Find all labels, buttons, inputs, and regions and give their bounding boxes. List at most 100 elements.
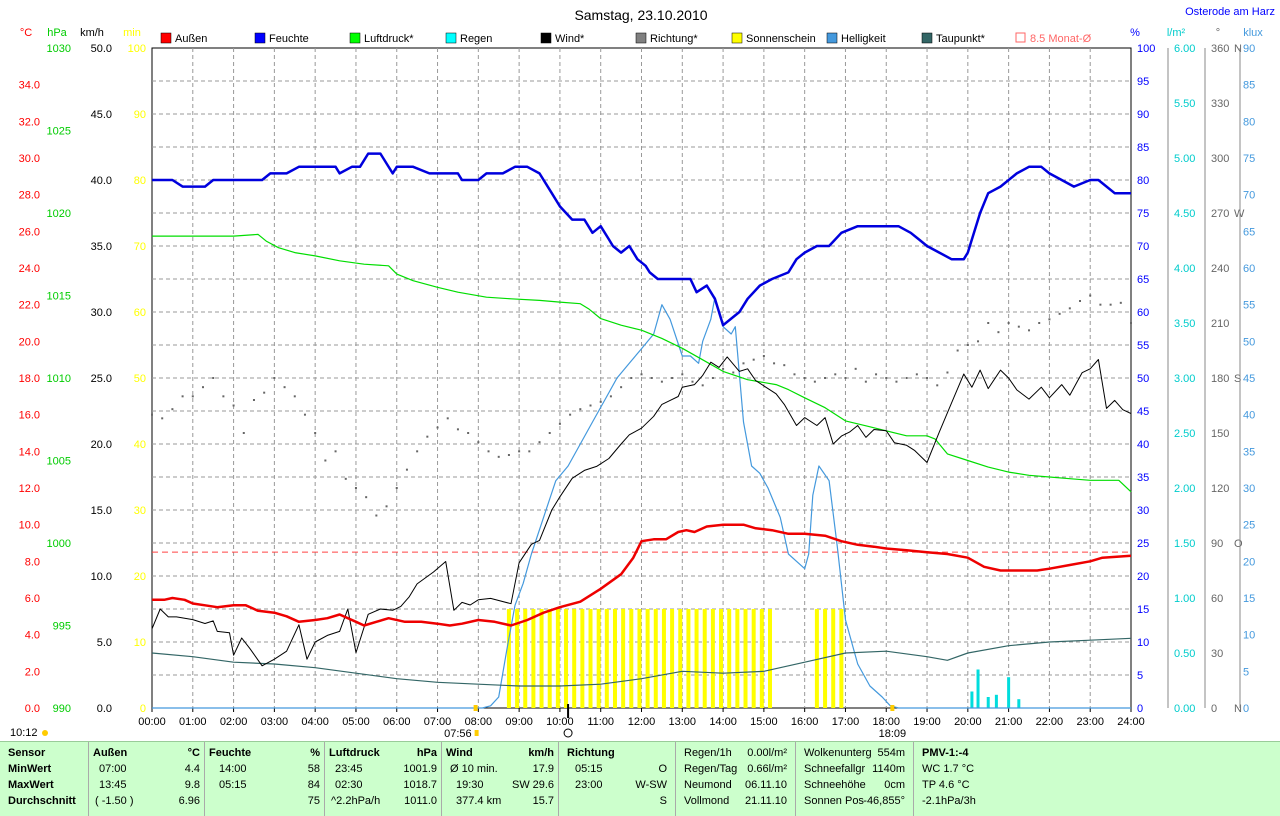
aussen-min-time: 07:00 [99, 763, 127, 775]
axis-tick-label: 6.00 [1174, 43, 1195, 55]
legend-swatch [1015, 32, 1026, 43]
regen-column: Regen/1h 0.00l/m² Regen/Tag 0.66l/m² Neumo… [676, 742, 796, 816]
axis-tick-label: 210 [1211, 318, 1229, 330]
axis-tick-label: 40 [1243, 410, 1255, 422]
sunshine-bar [727, 609, 732, 708]
x-tick-label: 20:00 [954, 716, 982, 728]
axis-tick-label: 1.00 [1174, 593, 1195, 605]
direction-point [334, 450, 337, 453]
axis-tick-label: 5 [1243, 666, 1249, 678]
axis-tick-label: 15.0 [91, 505, 112, 517]
direction-point [518, 450, 521, 453]
wind-max-time: 19:30 [456, 779, 484, 791]
direction-point [905, 377, 908, 379]
direction-point [650, 377, 653, 379]
direction-point [446, 417, 449, 420]
sunshine-bar [686, 609, 691, 708]
axis-tick-label: 40 [1137, 439, 1149, 451]
axis-tick-label: 150 [1211, 428, 1229, 440]
axis-tick-label: 70 [1137, 241, 1149, 253]
schneehoehe-label: Schneehöhe [804, 779, 866, 791]
sunshine-bar [743, 609, 748, 708]
direction-point [630, 377, 633, 379]
axis-tick-label: 8.0 [25, 556, 40, 568]
direction-point [660, 380, 663, 383]
direction-point [1079, 300, 1082, 302]
sunrise-marker [473, 705, 478, 711]
sensor-column: Sensor MinWert MaxWert Durchschnitt [0, 742, 89, 816]
axis-tick-label: 50 [1137, 373, 1149, 385]
axis-tick-label: 65 [1243, 226, 1255, 238]
avg-label: Durchschnitt [8, 795, 76, 807]
direction-point [1099, 303, 1102, 306]
direction-point [569, 413, 572, 416]
axis-tick-label: 32.0 [19, 116, 40, 128]
axis-tick-label: 10.0 [19, 520, 40, 532]
direction-point [813, 380, 816, 383]
x-tick-label: 09:00 [505, 716, 533, 728]
axis-tick-label: 180 [1211, 373, 1229, 385]
pmv-label: PMV-1:-4 [922, 747, 969, 759]
axis-unit-label: ° [1216, 27, 1220, 39]
axis-tick-label: 35 [1137, 472, 1149, 484]
axis-tick-label: 28.0 [19, 190, 40, 202]
sunshine-bar [515, 609, 520, 708]
axis-tick-label: 1.50 [1174, 538, 1195, 550]
axis-tick-label: 70 [134, 241, 146, 253]
x-tick-label: 12:00 [628, 716, 656, 728]
axis-tick-label: 3.50 [1174, 318, 1195, 330]
axis-tick-label: 1015 [47, 291, 71, 303]
feuchte-unit: % [310, 747, 320, 759]
direction-point [875, 373, 878, 376]
axis-compass-label: S [1234, 373, 1241, 385]
direction-point [711, 377, 714, 379]
axis-tick-label: 45.0 [91, 109, 112, 121]
axis-tick-label: 80 [1243, 116, 1255, 128]
direction-point [252, 399, 255, 401]
axis-tick-label: 1000 [47, 538, 71, 550]
sunshine-bar [506, 609, 511, 708]
weather-chart: Samstag, 23.10.2010 Osterode am Harz Außen… [10, 6, 1275, 740]
feuchte-label: Feuchte [209, 747, 252, 759]
axis-tick-label: 240 [1211, 263, 1229, 275]
axis-tick-label: 990 [53, 703, 71, 715]
direction-point [915, 373, 918, 376]
direction-point [1048, 318, 1051, 321]
axis-unit-label: km/h [80, 27, 104, 39]
x-tick-label: 17:00 [832, 716, 860, 728]
taupunkt-value: TP 4.6 °C [922, 779, 970, 791]
axis-tick-label: 270 [1211, 208, 1229, 220]
sunshine-bar [621, 609, 626, 708]
axis-tick-label: 35.0 [91, 241, 112, 253]
axis-tick-label: 60 [134, 307, 146, 319]
direction-point [1038, 322, 1041, 324]
sunshine-bar [604, 609, 609, 708]
richtung-max-time: 23:00 [575, 779, 603, 791]
direction-point [834, 373, 837, 376]
wind-column: Wind km/h Ø 10 min. 17.9 19:30 SW 29.6 377.4… [442, 742, 559, 816]
axis-tick-label: 25.0 [91, 373, 112, 385]
axis-tick-label: 10.0 [91, 571, 112, 583]
wolken-column: Wolkenunterg 554m Schneefallgr 1140m Schne… [796, 742, 914, 816]
legend-label: Regen [460, 33, 492, 45]
neumond-label: Neumond [684, 779, 732, 791]
axis-tick-label: 14.0 [19, 446, 40, 458]
axis-tick-label: 55 [1243, 300, 1255, 312]
axis-unit-label: hPa [47, 27, 67, 39]
axis-tick-label: 300 [1211, 153, 1229, 165]
axis-tick-label: 2.0 [25, 666, 40, 678]
x-tick-label: 10:00 [546, 716, 574, 728]
axis-tick-label: 65 [1137, 274, 1149, 286]
axis-unit-label: °C [20, 27, 32, 39]
direction-point [977, 340, 980, 343]
direction-point [1089, 294, 1092, 297]
feuchte-avg-value: 75 [307, 795, 320, 807]
direction-point [467, 432, 470, 434]
direction-point [742, 362, 745, 365]
direction-point [222, 395, 225, 398]
axis-tick-label: 30 [1137, 505, 1149, 517]
luftdruck-max-time: 02:30 [335, 779, 363, 791]
direction-point [752, 358, 755, 361]
axis-unit-label: klux [1243, 27, 1263, 39]
direction-point [324, 459, 327, 462]
